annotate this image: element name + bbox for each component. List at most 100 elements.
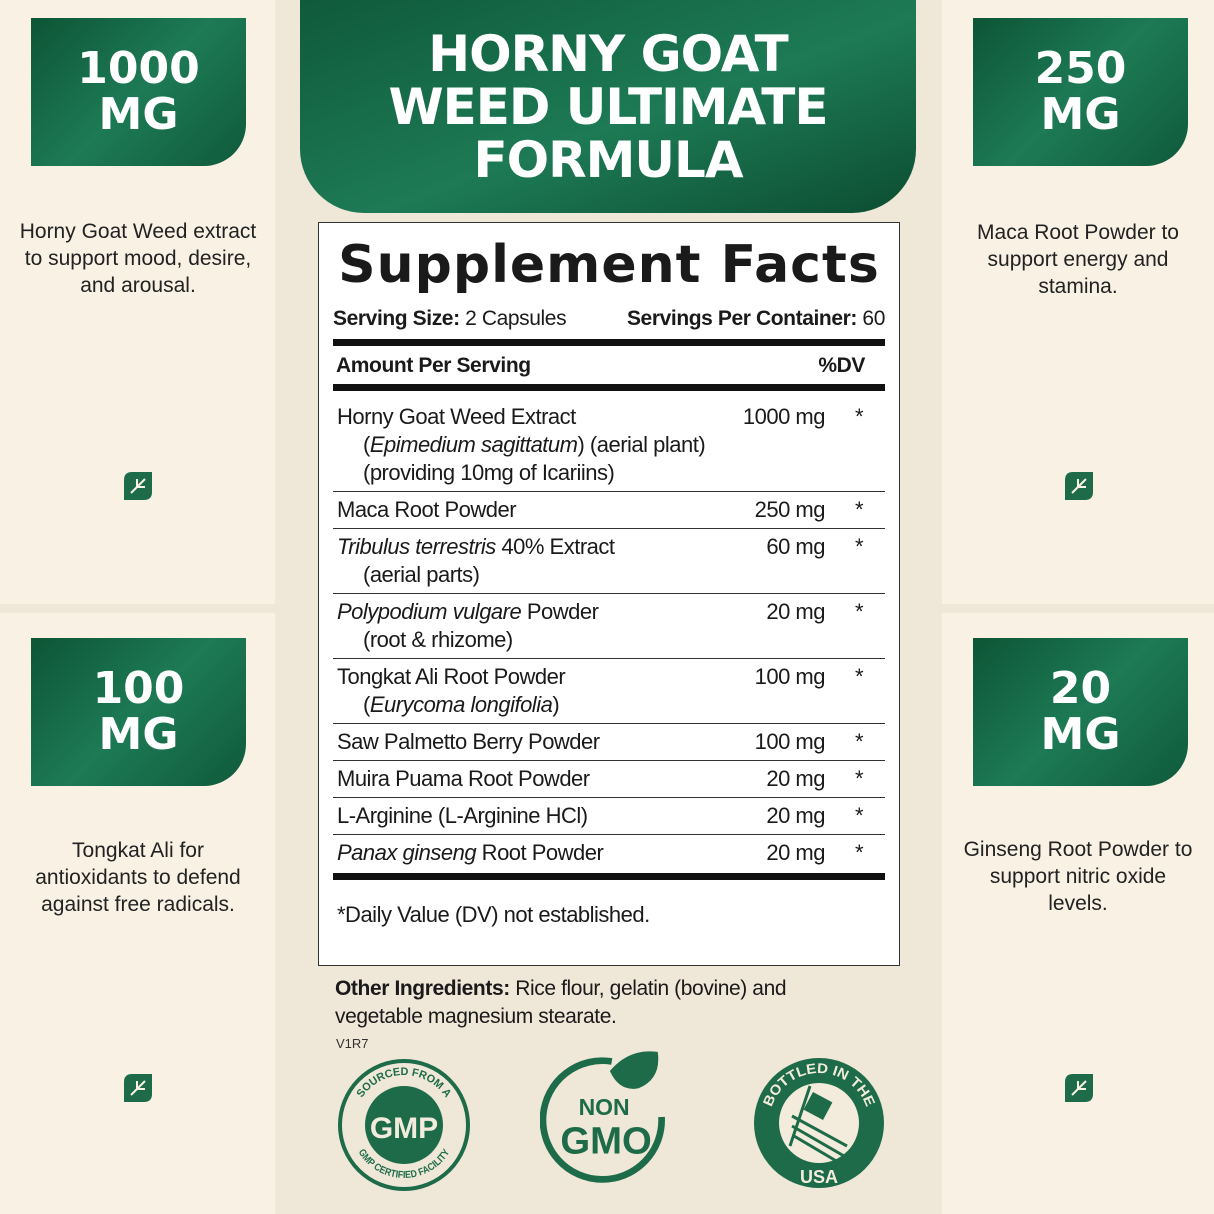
ingredient-name: Tribulus terrestris 40% Extract (aerial p…: [337, 533, 715, 589]
ingredient-amount: 100 mg: [754, 729, 826, 754]
ingredient-amount: 20 mg: [766, 803, 825, 828]
ingredient-row: Tongkat Ali Root Powder (Eurycoma longifo…: [333, 659, 885, 724]
ingredient-name: L-Arginine (L-Arginine HCl): [337, 802, 715, 830]
ingredient-name-part: Tribulus terrestris: [337, 534, 496, 559]
ingredient-name: Muira Puama Root Powder: [337, 765, 715, 793]
ingredient-dv: *: [854, 803, 864, 828]
leaf-icon: [1065, 1074, 1093, 1102]
badge-unit: MG: [1040, 709, 1121, 760]
non-gmo-seal-icon: NON GMO: [540, 1051, 665, 1183]
callout-text: Tongkat Ali for antioxidants to defend a…: [35, 839, 241, 916]
ingredient-dv: *: [854, 404, 864, 429]
ingredient-name: Polypodium vulgare Powder (root & rhizome…: [337, 598, 715, 654]
title-line: FORMULA: [473, 131, 743, 189]
ingredient-amount: 1000 mg: [742, 404, 826, 429]
divider: [333, 873, 885, 880]
ingredient-name-part: Polypodium vulgare: [337, 599, 522, 624]
ingredient-row: Horny Goat Weed Extract (Epimedium sagitt…: [333, 399, 885, 492]
dose-badge: 1000 MG: [31, 18, 246, 166]
ingredient-name: Panax ginseng Root Powder: [337, 839, 715, 867]
dose-badge: 20 MG: [973, 638, 1188, 786]
svg-text:NON: NON: [579, 1094, 630, 1120]
ingredient-name-part: Saw Palmetto Berry Powder: [337, 729, 600, 754]
callout-text: Maca Root Powder to support energy and s…: [977, 221, 1179, 298]
ingredient-name-part: (: [363, 692, 370, 717]
ingredient-name: Saw Palmetto Berry Powder: [337, 728, 715, 756]
product-title-banner: HORNY GOAT WEED ULTIMATE FORMULA: [300, 0, 916, 213]
ingredient-name-line: (Eurycoma longifolia): [337, 691, 715, 719]
ingredient-dv: *: [854, 729, 864, 754]
ingredient-amount: 20 mg: [766, 766, 825, 791]
ingredient-name-line: Tongkat Ali Root Powder: [337, 663, 715, 691]
ingredient-row: L-Arginine (L-Arginine HCl) 20 mg *: [333, 798, 885, 835]
ingredient-name: Maca Root Powder: [337, 496, 715, 524]
other-ingredients-text: Rice flour, gelatin (bovine) and vegetab…: [335, 977, 787, 1028]
ingredient-name-line: Maca Root Powder: [337, 496, 715, 524]
servings-value: 60: [857, 307, 885, 330]
ingredient-name-part: Powder: [521, 599, 599, 624]
ingredient-row: Muira Puama Root Powder 20 mg *: [333, 761, 885, 798]
ingredient-name-part: Epimedium sagittatum: [369, 432, 578, 457]
ingredient-table: Horny Goat Weed Extract (Epimedium sagitt…: [333, 391, 885, 871]
leaf-icon: [1065, 472, 1093, 500]
ingredient-name-line: L-Arginine (L-Arginine HCl): [337, 802, 715, 830]
title-line: HORNY GOAT: [428, 25, 788, 83]
ingredient-name-part: Tongkat Ali Root Powder: [337, 664, 566, 689]
ingredient-name-part: Maca Root Powder: [337, 497, 517, 522]
ingredient-row: Saw Palmetto Berry Powder 100 mg *: [333, 724, 885, 761]
bottled-in-usa-seal-icon: BOTTLED IN THE USA: [754, 1058, 884, 1188]
ingredient-row: Tribulus terrestris 40% Extract (aerial p…: [333, 529, 885, 594]
ingredient-amount: 250 mg: [754, 497, 826, 522]
badge-unit: MG: [98, 89, 179, 140]
table-header: Amount Per Serving %DV: [333, 346, 885, 384]
ingredient-name-part: 40% Extract: [495, 534, 615, 559]
ingredient-name-part: (: [363, 432, 370, 457]
badge-amount: 20: [1049, 663, 1112, 714]
leaf-icon: [124, 1074, 152, 1102]
ingredient-name-part: Eurycoma longifolia: [369, 692, 553, 717]
ingredient-name-part: L-Arginine (L-Arginine HCl): [337, 803, 588, 828]
dose-badge: 100 MG: [31, 638, 246, 786]
facts-title: Supplement Facts: [338, 235, 880, 295]
callout-text: Ginseng Root Powder to support nitric ox…: [963, 838, 1193, 915]
serving-size-value: 2 Capsules: [459, 307, 567, 330]
ingredient-dv: *: [854, 766, 864, 791]
ingredient-dv: *: [854, 664, 864, 689]
ingredient-name-part: Horny Goat Weed Extract: [337, 404, 576, 429]
supplement-facts-panel: Supplement Facts Serving Size: 2 Capsule…: [318, 222, 900, 966]
ingredient-name-line: (root & rhizome): [337, 626, 715, 654]
ingredient-name-line: (aerial parts): [337, 561, 715, 589]
ingredient-name-line: Tribulus terrestris 40% Extract: [337, 533, 715, 561]
title-line: WEED ULTIMATE: [388, 78, 828, 136]
serving-size-label: Serving Size:: [333, 307, 460, 330]
ingredient-name-part: Muira Puama Root Powder: [337, 766, 590, 791]
divider: [333, 339, 885, 346]
serving-size: Serving Size: 2 Capsules: [333, 307, 567, 331]
svg-text:GMO: GMO: [560, 1119, 651, 1162]
ingredient-row: Maca Root Powder 250 mg *: [333, 492, 885, 529]
ingredient-amount: 20 mg: [766, 840, 825, 865]
amount-header: Amount Per Serving: [336, 354, 531, 377]
callout-text: Horny Goat Weed extract to support mood,…: [19, 220, 257, 297]
badge-amount: 250: [1034, 43, 1127, 94]
ingredient-name-part: (aerial parts): [363, 562, 480, 587]
gmp-seal-icon: SOURCED FROM A GMP CERTIFIED FACILITY GM…: [338, 1059, 470, 1191]
ingredient-name-part: ): [552, 692, 560, 717]
other-ingredients-label: Other Ingredients:: [335, 977, 510, 1000]
badge-amount: 1000: [77, 43, 200, 94]
ingredient-name-line: Panax ginseng Root Powder: [337, 839, 715, 867]
badge-amount: 100: [92, 663, 185, 714]
dose-badge: 250 MG: [973, 18, 1188, 166]
ingredient-name-line: (Epimedium sagittatum) (aerial plant): [337, 431, 715, 459]
ingredient-dv: *: [854, 599, 864, 624]
ingredient-name-part: (root & rhizome): [363, 627, 513, 652]
ingredient-name-part: Panax ginseng: [337, 840, 477, 865]
serving-info: Serving Size: 2 Capsules Servings Per Co…: [333, 307, 885, 331]
ingredient-name-line: Saw Palmetto Berry Powder: [337, 728, 715, 756]
ingredient-name-line: (providing 10mg of Icariins): [337, 459, 715, 487]
ingredient-name-line: Muira Puama Root Powder: [337, 765, 715, 793]
ingredient-amount: 20 mg: [766, 599, 825, 624]
ingredient-name-line: Polypodium vulgare Powder: [337, 598, 715, 626]
badge-unit: MG: [1040, 89, 1121, 140]
ingredient-name: Horny Goat Weed Extract (Epimedium sagitt…: [337, 403, 715, 487]
